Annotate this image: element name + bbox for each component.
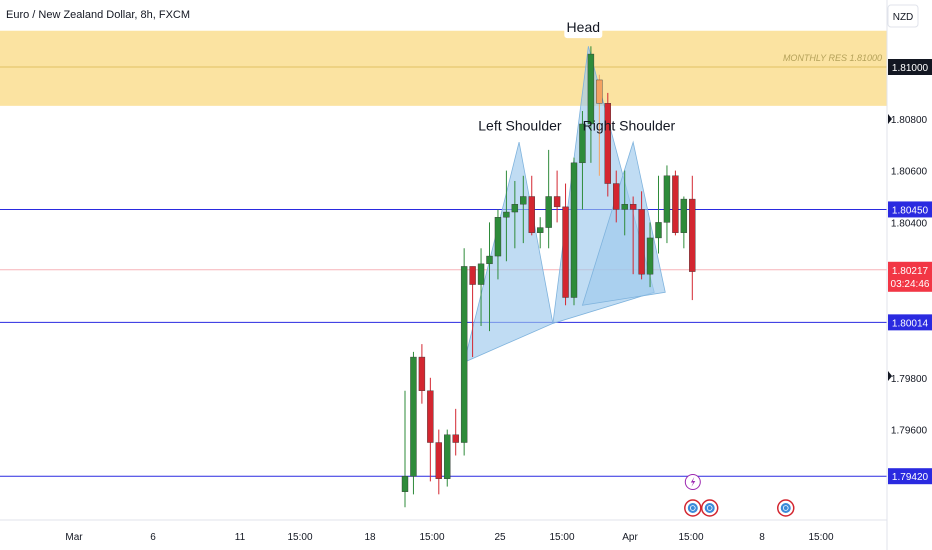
bearish-candle[interactable] [689,198,696,272]
x-tick-label: Apr [622,532,638,543]
price-badge[interactable] [888,314,932,331]
bullish-candle[interactable] [494,217,502,257]
bullish-candle[interactable] [444,434,451,479]
bullish-candle[interactable] [621,204,628,210]
y-tick-label: 1.79600 [891,426,928,437]
bearish-candle[interactable] [452,434,459,443]
bullish-candle[interactable] [587,53,595,125]
head-label-box [564,14,603,39]
bearish-candle[interactable] [672,175,679,233]
bullish-candle[interactable] [520,196,527,205]
x-tick-label: 6 [150,532,156,543]
bullish-candle[interactable] [410,356,417,477]
bullish-candle[interactable] [537,227,544,233]
x-tick-label: 15:00 [678,532,703,543]
countdown-label: 03:24:46 [891,279,930,290]
dividend-dot [780,503,791,513]
y-tick-label: 1.79800 [891,374,928,385]
zone-label: MONTHLY RES 1.81000 [783,53,882,63]
bullish-candle[interactable] [401,476,409,492]
bearish-candle[interactable] [596,79,603,104]
x-tick-label: 15:00 [549,532,574,543]
x-tick-label: Mar [65,532,83,543]
bullish-candle[interactable] [511,204,519,213]
dividend-dot [704,503,715,513]
x-tick-label: 18 [364,532,376,543]
bullish-candle[interactable] [570,162,578,298]
resistance-zone[interactable] [0,30,887,106]
lightning-glyph [690,477,696,487]
bearish-candle[interactable] [629,204,637,210]
price-badge[interactable] [888,261,932,292]
symbol-title: Euro / New Zealand Dollar, 8h, FXCM [6,9,191,21]
bullish-candle[interactable] [545,196,552,228]
dividend-dot [687,503,698,513]
bearish-candle[interactable] [638,209,645,275]
bullish-candle[interactable] [486,255,493,265]
bullish-candle[interactable] [663,175,671,223]
left-shoulder-triangle[interactable] [463,142,554,363]
price-badge[interactable] [888,59,932,75]
x-tick-label: 8 [759,532,765,543]
bearish-candle[interactable] [528,196,535,233]
x-tick-label: 11 [235,532,246,543]
bullish-candle[interactable] [646,237,654,275]
price-badge[interactable] [888,468,932,485]
scale-arrow-icon [888,371,892,381]
bearish-candle[interactable] [427,390,434,443]
price-badge-label: 1.80014 [892,318,929,329]
bearish-candle[interactable] [469,266,476,285]
y-tick-label: 1.80400 [891,218,928,229]
scale-arrow-icon [888,114,892,124]
x-tick-label: 15:00 [419,532,444,543]
currency-label: NZD [893,12,914,23]
currency-box[interactable] [887,4,919,28]
dividend-ring [689,505,696,511]
right-shoulder-label: Right Shoulder [583,118,676,134]
price-badge-label: 1.80217 [892,266,929,277]
price-badge-label: 1.79420 [892,472,929,483]
x-tick-label: 25 [494,532,506,543]
bullish-candle[interactable] [680,198,688,233]
price-badge-label: 1.81000 [892,63,929,74]
x-tick-label: 15:00 [808,532,833,543]
bullish-candle[interactable] [503,211,510,218]
x-tick-label: 15:00 [287,532,312,543]
bullish-candle[interactable] [579,123,586,164]
bearish-candle[interactable] [604,103,611,184]
bearish-candle[interactable] [553,196,561,208]
head-label: Head [567,19,600,35]
dividend-ring [706,505,713,511]
bearish-candle[interactable] [613,183,620,210]
y-tick-label: 1.80800 [891,115,928,126]
bullish-candle[interactable] [655,222,662,239]
price-badge-label: 1.80450 [892,205,929,216]
price-badge[interactable] [888,201,932,218]
bullish-candle[interactable] [477,263,485,285]
dividend-ring [782,505,789,511]
left-shoulder-label: Left Shoulder [478,118,562,134]
y-tick-label: 1.80600 [891,167,928,178]
bearish-candle[interactable] [418,356,426,391]
bullish-candle[interactable] [460,266,468,443]
bearish-candle[interactable] [435,442,442,479]
bearish-candle[interactable] [562,206,569,298]
